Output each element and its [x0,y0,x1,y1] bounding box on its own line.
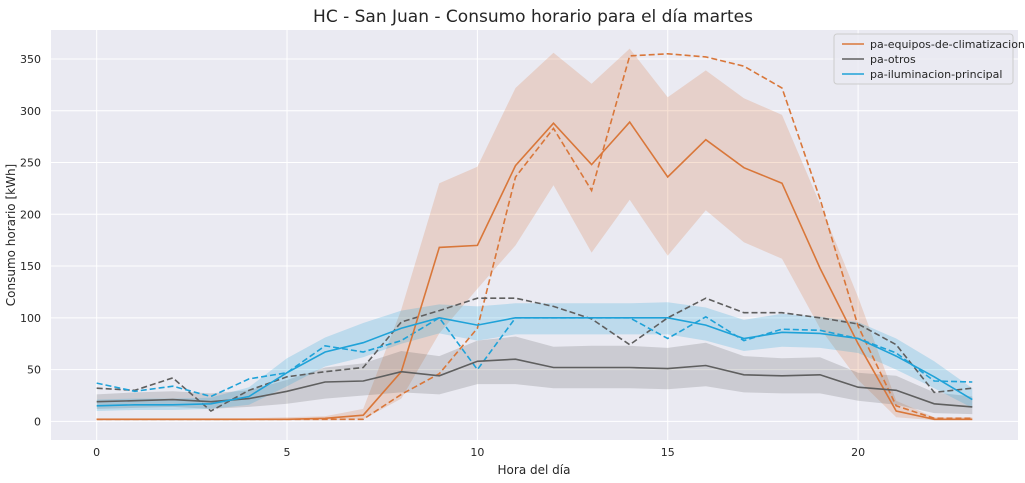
mean-line-pa-equipos-de-climatizacion [96,120,973,421]
grid [51,30,1018,440]
legend-label-pa-equipos-de-climatizacion: pa-equipos-de-climatizacion [870,38,1025,51]
legend-label-pa-iluminacion-principal: pa-iluminacion-principal [870,68,1002,81]
y-tick-label: 0 [34,415,41,428]
y-tick-label: 300 [20,105,41,118]
confidence-bands [96,48,973,421]
band-pa-equipos-de-climatizacion [96,48,973,421]
x-tick-label: 15 [661,446,675,459]
x-tick-label: 10 [470,446,484,459]
mean-line-pa-iluminacion-principal [96,316,973,407]
x-tick-labels: 0 5 10 15 20 [93,446,865,459]
chart-title: HC - San Juan - Consumo horario para el … [313,7,753,27]
x-tick-label: 5 [284,446,291,459]
series-lines [96,52,973,421]
x-tick-label: 0 [93,446,100,459]
plot-area [51,30,1018,440]
y-tick-label: 250 [20,157,41,170]
band-pa-iluminacion-principal [96,302,973,411]
legend: pa-equipos-de-climatizacion pa-otros pa-il… [833,33,1025,85]
y-tick-label: 150 [20,260,41,273]
x-axis-label: Hora del día [498,463,571,477]
x-tick-label: 20 [851,446,865,459]
mean-line-pa-otros [96,358,973,408]
y-axis-label: Consumo horario [kWh] [4,164,18,306]
y-tick-label: 100 [20,312,41,325]
legend-label-pa-otros: pa-otros [870,53,916,66]
y-tick-label: 350 [20,53,41,66]
reference-line-pa-otros [96,297,973,412]
y-tick-label: 200 [20,208,41,221]
y-tick-label: 50 [27,364,41,377]
band-pa-otros [96,336,973,415]
y-tick-labels: 0 50 100 150 200 250 300 350 [20,53,41,428]
legend-box [833,33,1014,85]
